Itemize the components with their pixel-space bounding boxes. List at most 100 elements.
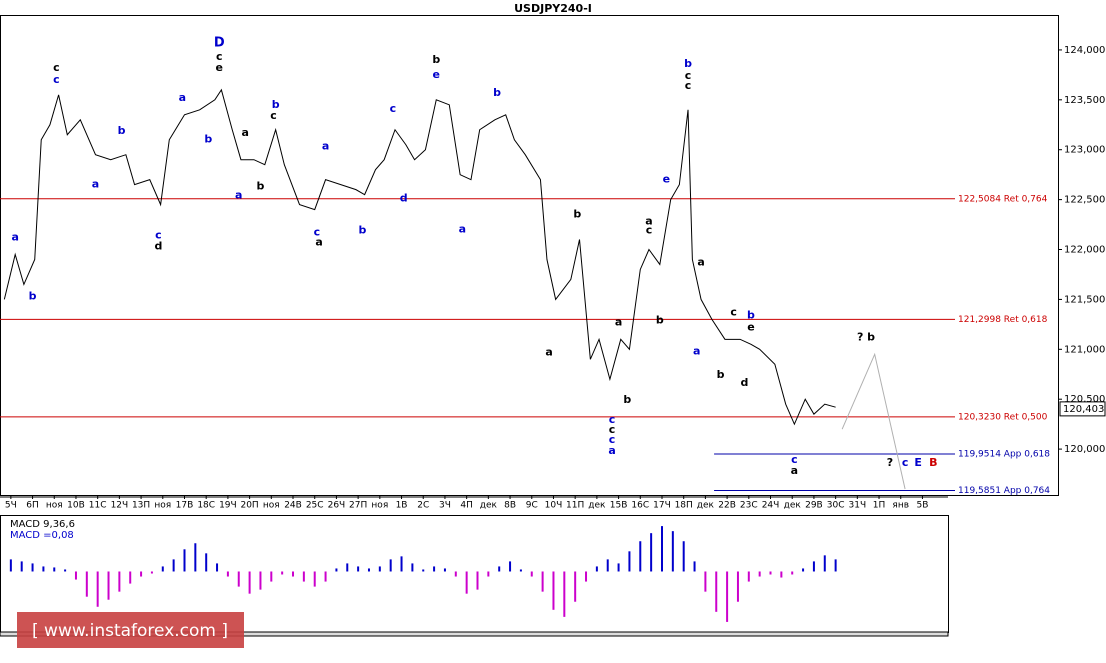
wave-label: a — [693, 344, 700, 357]
wave-label: a — [697, 255, 704, 268]
level-label: 120,3230 Ret 0,500 — [958, 412, 1048, 422]
wave-label: a — [322, 140, 329, 153]
x-tick-label: 15В — [610, 501, 628, 511]
tab-bar — [0, 631, 949, 637]
wave-label: d — [155, 240, 163, 253]
wave-label: c — [155, 229, 162, 242]
x-tick-label: 5Ч — [5, 501, 17, 511]
last-price-label: 120,403 — [1063, 404, 1104, 415]
wave-label: c — [685, 79, 692, 92]
wave-label: a — [11, 231, 18, 244]
x-tick-label: 1В — [396, 501, 408, 511]
wave-label: c — [685, 69, 692, 82]
price-panel — [0, 15, 1059, 496]
x-tick-label: 9С — [526, 501, 538, 511]
x-tick-label: 20П — [240, 501, 258, 511]
wave-label: a — [791, 464, 798, 477]
wave-label: b — [623, 393, 631, 406]
x-tick-label: 19Ч — [219, 501, 237, 511]
level-label: 121,2998 Ret 0,618 — [958, 315, 1048, 325]
x-tick-label: 11С — [89, 501, 107, 511]
x-tick-label: ноя — [46, 501, 63, 511]
wave-label: b — [432, 53, 440, 66]
wave-label: c — [270, 109, 277, 122]
wave-label: a — [645, 215, 652, 228]
price-line — [3, 88, 836, 426]
level-label: 122,5084 Ret 0,764 — [958, 194, 1048, 204]
y-tick-label: 123,500 — [1064, 95, 1105, 106]
x-tick-label: 11П — [566, 501, 584, 511]
y-tick-label: 122,000 — [1064, 245, 1105, 256]
x-tick-label: дек — [697, 501, 715, 511]
x-tick-label: янв — [892, 501, 909, 511]
wave-label: E — [914, 456, 922, 469]
wave-label: ? b — [857, 330, 875, 343]
wave-label: c — [730, 305, 737, 318]
wave-label: b — [257, 180, 265, 193]
x-tick-label: дек — [480, 501, 498, 511]
wave-label: c — [609, 433, 616, 446]
wave-label: d — [400, 192, 408, 205]
wave-label: a — [608, 444, 615, 457]
watermark: [ www.instaforex.com ] — [32, 621, 228, 641]
wave-label: a — [615, 315, 622, 328]
x-tick-label: 3Ч — [439, 501, 451, 511]
last-price-box — [1059, 401, 1106, 417]
wave-label: c — [314, 226, 321, 239]
x-tick-label: 24В — [284, 501, 302, 511]
x-tick-label: 1П — [873, 501, 886, 511]
wave-label: c — [390, 102, 397, 115]
wave-label: d — [741, 376, 749, 389]
wave-label: a — [315, 236, 322, 249]
x-tick-label: ноя — [371, 501, 388, 511]
wave-label: b — [118, 124, 126, 137]
wave-label: c — [902, 456, 909, 469]
wave-label: b — [204, 133, 212, 146]
y-tick-label: 121,000 — [1064, 344, 1105, 355]
wave-label: c — [53, 73, 60, 86]
wave-label: a — [92, 178, 99, 191]
wave-label: ? — [887, 456, 893, 469]
x-tick-label: 2С — [417, 501, 429, 511]
x-tick-label: ноя — [154, 501, 171, 511]
x-tick-label: 26Ч — [328, 501, 346, 511]
x-tick-label: 4П — [460, 501, 473, 511]
wave-label: e — [215, 61, 222, 74]
wave-label: b — [747, 308, 755, 321]
wave-label: b — [493, 86, 501, 99]
wave-label: B — [929, 456, 937, 469]
wave-label: b — [684, 57, 692, 70]
wave-label: b — [717, 368, 725, 381]
wave-label: D — [214, 35, 225, 50]
y-tick-label: 122,500 — [1064, 195, 1105, 206]
wave-label: c — [646, 224, 653, 237]
y-tick-label: 120,500 — [1064, 394, 1105, 405]
wave-label: a — [235, 189, 242, 202]
watermark-box — [17, 612, 244, 648]
wave-label: b — [272, 98, 280, 111]
x-tick-label: 5В — [916, 501, 928, 511]
wave-label: e — [433, 68, 440, 81]
chart-title: USDJPY240-I — [514, 2, 592, 15]
wave-label: b — [573, 208, 581, 221]
x-tick-label: 25С — [306, 501, 324, 511]
x-tick-label: 30С — [827, 501, 845, 511]
x-tick-label: 18С — [197, 501, 215, 511]
x-tick-label: 18П — [675, 501, 693, 511]
wave-label: e — [663, 173, 670, 186]
wave-label: a — [459, 223, 466, 236]
wave-label: c — [609, 413, 616, 426]
x-tick-label: 8В — [504, 501, 516, 511]
x-tick-label: дек — [588, 501, 606, 511]
level-label: 119,5851 App 0,764 — [958, 486, 1050, 496]
wave-label: c — [216, 50, 223, 63]
x-tick-label: ноя — [263, 501, 280, 511]
x-tick-label: 10Ч — [545, 501, 563, 511]
wave-label: e — [747, 320, 754, 333]
x-tick-label: 31Ч — [849, 501, 867, 511]
macd-title: MACD 9,36,6 — [10, 519, 75, 530]
level-label: 119,9514 App 0,618 — [958, 449, 1050, 459]
wave-label: c — [53, 61, 60, 74]
y-tick-label: 124,000 — [1064, 45, 1105, 56]
